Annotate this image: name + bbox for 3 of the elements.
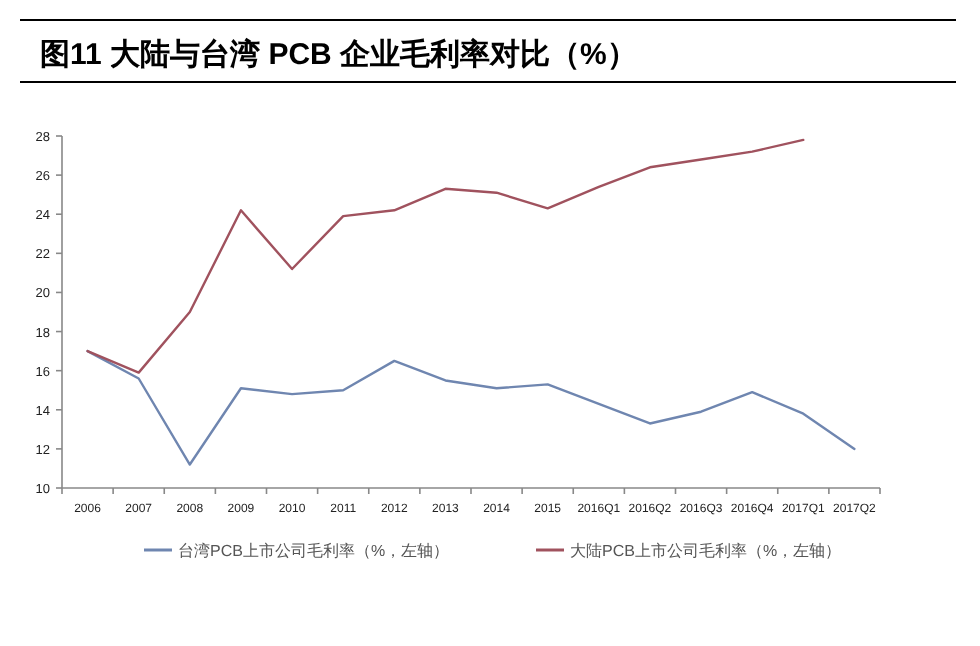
legend-label: 台湾PCB上市公司毛利率（%，左轴）: [178, 542, 450, 560]
legend-label: 大陆PCB上市公司毛利率（%，左轴）: [570, 542, 842, 560]
chart-title: 图11 大陆与台湾 PCB 企业毛利率对比（%）: [40, 36, 637, 72]
